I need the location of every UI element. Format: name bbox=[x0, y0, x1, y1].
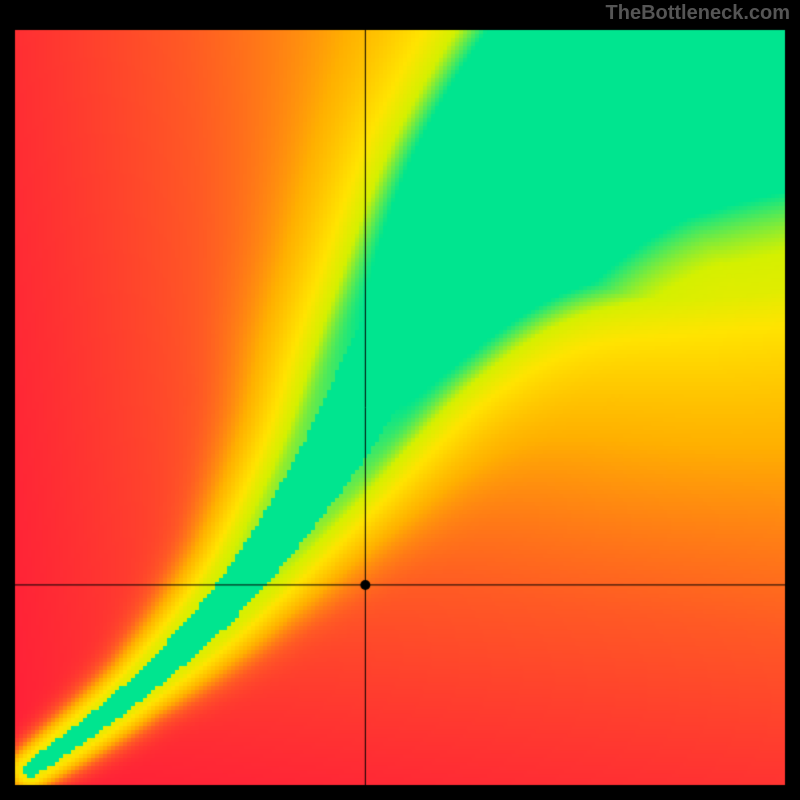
chart-container: TheBottleneck.com bbox=[0, 0, 800, 800]
bottleneck-heatmap-canvas bbox=[0, 0, 800, 800]
